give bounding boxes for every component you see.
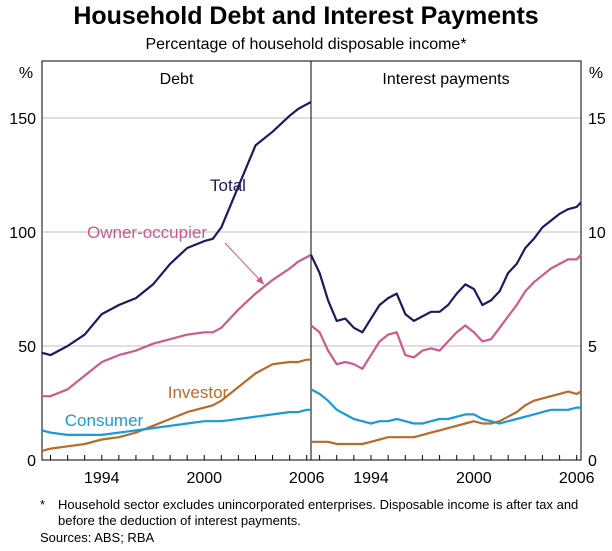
series-line-investor	[311, 390, 582, 446]
series-line-owner-occupier	[310, 254, 582, 370]
chart-title: Household Debt and Interest Payments	[73, 2, 539, 30]
y-tick-label-left: 0	[27, 453, 36, 470]
panel-title: Interest payments	[382, 71, 509, 88]
series-line-owner-occupier	[42, 253, 312, 398]
x-tick-label: 2000	[456, 470, 492, 487]
series-line-total	[41, 101, 312, 357]
footnote-mark: *	[40, 497, 46, 512]
x-tick-label: 2006	[289, 470, 325, 487]
y-tick-label-right: 5	[588, 339, 597, 356]
y-tick-label-left: 150	[9, 111, 36, 128]
series-line-consumer	[310, 388, 581, 425]
series-line-consumer	[41, 408, 311, 436]
chart-subtitle: Percentage of household disposable incom…	[145, 36, 467, 53]
x-tick-label: 2000	[186, 470, 222, 487]
series-line-total	[310, 201, 582, 334]
y-axis-unit-left: %	[19, 65, 33, 82]
y-tick-label-right: 15	[588, 111, 606, 128]
x-tick-label: 1994	[353, 470, 389, 487]
series-layer	[41, 101, 582, 452]
y-tick-label-right: 0	[588, 453, 597, 470]
annotation-arrow-head	[255, 276, 265, 285]
panel-title: Debt	[160, 71, 194, 88]
series-line-investor	[41, 358, 311, 452]
series-label-investor: Investor	[168, 383, 229, 402]
annotation-arrow-line	[224, 242, 265, 285]
grid-layer	[42, 117, 581, 347]
series-label-owner-occupier: Owner-occupier	[87, 223, 207, 242]
y-tick-label-left: 50	[18, 339, 36, 356]
series-label-total: Total	[210, 176, 246, 195]
y-tick-label-left: 100	[9, 225, 36, 242]
x-tick-label: 2006	[559, 470, 595, 487]
series-label-consumer: Consumer	[65, 411, 144, 430]
sources: Sources: ABS; RBA	[40, 530, 155, 545]
y-tick-label-right: 10	[588, 225, 606, 242]
footnote-text: Household sector excludes unincorporated…	[58, 497, 579, 528]
frame-layer	[41, 60, 582, 461]
x-tick-label: 1994	[84, 470, 120, 487]
y-axis-unit-right: %	[589, 65, 603, 82]
